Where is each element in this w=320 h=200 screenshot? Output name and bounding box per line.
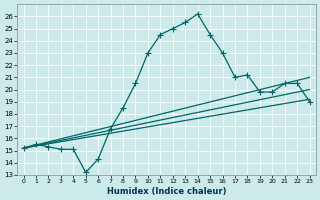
X-axis label: Humidex (Indice chaleur): Humidex (Indice chaleur) bbox=[107, 187, 226, 196]
